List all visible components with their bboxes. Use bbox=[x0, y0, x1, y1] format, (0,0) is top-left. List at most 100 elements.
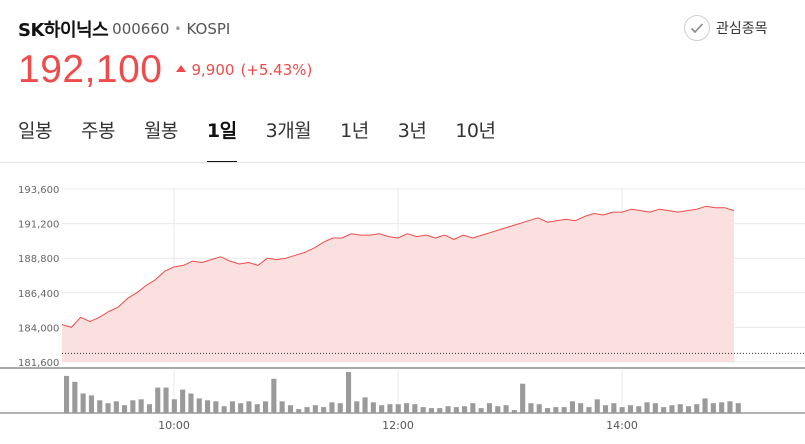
volume-bar bbox=[105, 403, 111, 413]
volume-bar bbox=[263, 401, 269, 413]
x-tick-label: 12:00 bbox=[382, 419, 414, 432]
volume-bar bbox=[644, 402, 650, 413]
tab-3-months[interactable]: 3개월 bbox=[265, 120, 312, 142]
y-tick-label: 193,600 bbox=[18, 185, 59, 196]
volume-bar bbox=[420, 407, 426, 413]
volume-bar bbox=[346, 372, 352, 413]
volume-bar bbox=[370, 402, 376, 413]
volume-bar bbox=[636, 406, 642, 413]
tab-10-years[interactable]: 10년 bbox=[455, 120, 496, 142]
volume-bar bbox=[337, 403, 343, 413]
price-row: 192,100 9,900 (+5.43%) bbox=[18, 48, 312, 92]
volume-bar bbox=[97, 400, 103, 413]
volume-bar bbox=[719, 402, 725, 413]
volume-bar bbox=[155, 387, 161, 413]
stock-header: SK하이닉스 000660 • KOSPI bbox=[18, 14, 230, 44]
volume-bar bbox=[437, 408, 443, 413]
y-tick-label: 184,000 bbox=[18, 323, 59, 334]
volume-bar bbox=[710, 403, 716, 413]
volume-bar bbox=[395, 404, 401, 413]
volume-bar bbox=[545, 408, 551, 413]
volume-bar bbox=[462, 406, 468, 413]
volume-bar bbox=[511, 410, 517, 413]
volume-bar bbox=[130, 400, 136, 413]
volume-bar bbox=[246, 401, 252, 413]
volume-bar bbox=[428, 408, 434, 413]
volume-bar bbox=[113, 401, 119, 413]
y-tick-label: 186,400 bbox=[18, 289, 59, 300]
tab-1-year[interactable]: 1년 bbox=[340, 120, 369, 142]
tab-3-years[interactable]: 3년 bbox=[397, 120, 427, 142]
x-tick-label: 10:00 bbox=[158, 419, 190, 432]
stock-code: 000660 bbox=[112, 20, 170, 38]
volume-bar bbox=[561, 407, 567, 413]
volume-bar bbox=[578, 403, 584, 413]
volume-bar bbox=[619, 407, 625, 413]
volume-bar bbox=[652, 403, 658, 413]
volume-bar bbox=[180, 389, 186, 413]
separator-dot: • bbox=[174, 22, 182, 36]
volume-bar bbox=[196, 398, 202, 413]
volume-bar bbox=[520, 383, 526, 413]
tab-weekly-candle[interactable]: 주봉 bbox=[80, 120, 115, 142]
volume-bar bbox=[478, 408, 484, 413]
market-name: KOSPI bbox=[186, 20, 231, 38]
volume-bar bbox=[486, 403, 492, 413]
volume-bar bbox=[611, 403, 617, 413]
volume-bar bbox=[72, 381, 78, 413]
volume-bar bbox=[146, 404, 152, 413]
volume-bar bbox=[536, 404, 542, 413]
volume-bar bbox=[205, 400, 211, 413]
stock-name: SK하이닉스 bbox=[18, 20, 109, 41]
volume-bar bbox=[387, 404, 393, 413]
watchlist-label: 관심종목 bbox=[716, 21, 768, 37]
volume-bar bbox=[279, 401, 285, 413]
tabs-divider bbox=[0, 162, 805, 163]
volume-bar bbox=[445, 406, 451, 413]
volume-bar bbox=[254, 404, 260, 413]
volume-bar bbox=[287, 405, 293, 413]
volume-bar bbox=[694, 404, 700, 413]
volume-bar bbox=[354, 401, 360, 413]
add-to-watchlist-button[interactable]: 관심종목 bbox=[684, 15, 768, 41]
volume-bar bbox=[404, 403, 410, 413]
y-tick-label: 191,200 bbox=[18, 220, 59, 231]
volume-bar bbox=[329, 402, 335, 413]
volume-bar bbox=[627, 405, 633, 413]
volume-bar bbox=[80, 393, 86, 413]
volume-bar bbox=[569, 401, 575, 413]
volume-bar bbox=[702, 398, 708, 413]
volume-bar bbox=[213, 401, 219, 413]
volume-bar bbox=[64, 375, 70, 413]
current-price: 192,100 bbox=[18, 48, 163, 91]
volume-bar bbox=[229, 401, 235, 413]
volume-bar bbox=[171, 399, 177, 413]
volume-bar bbox=[312, 405, 318, 413]
price-change-percent: (+5.43%) bbox=[240, 61, 313, 79]
volume-bar bbox=[238, 403, 244, 413]
volume-bar bbox=[553, 407, 559, 413]
volume-bar bbox=[122, 405, 128, 413]
volume-bar bbox=[586, 407, 592, 413]
volume-bar bbox=[470, 403, 476, 413]
volume-bar bbox=[453, 407, 459, 413]
volume-bar bbox=[321, 407, 327, 413]
volume-bar bbox=[362, 397, 368, 413]
period-tabs: 일봉 주봉 월봉 1일 3개월 1년 3년 10년 bbox=[18, 116, 525, 163]
up-arrow-icon bbox=[176, 64, 187, 72]
check-icon bbox=[684, 15, 710, 41]
y-tick-label: 188,800 bbox=[18, 254, 59, 265]
volume-bar bbox=[88, 395, 94, 413]
tab-monthly-candle[interactable]: 월봉 bbox=[143, 120, 178, 142]
tab-daily-candle[interactable]: 일봉 bbox=[18, 120, 52, 142]
volume-bar bbox=[669, 405, 675, 413]
volume-bar bbox=[296, 409, 302, 413]
volume-bar bbox=[603, 405, 609, 413]
volume-bar bbox=[503, 405, 509, 413]
volume-bar bbox=[379, 405, 385, 413]
price-area bbox=[62, 206, 734, 362]
volume-bar bbox=[221, 406, 227, 413]
volume-bar bbox=[138, 399, 144, 413]
volume-bar bbox=[528, 403, 534, 413]
